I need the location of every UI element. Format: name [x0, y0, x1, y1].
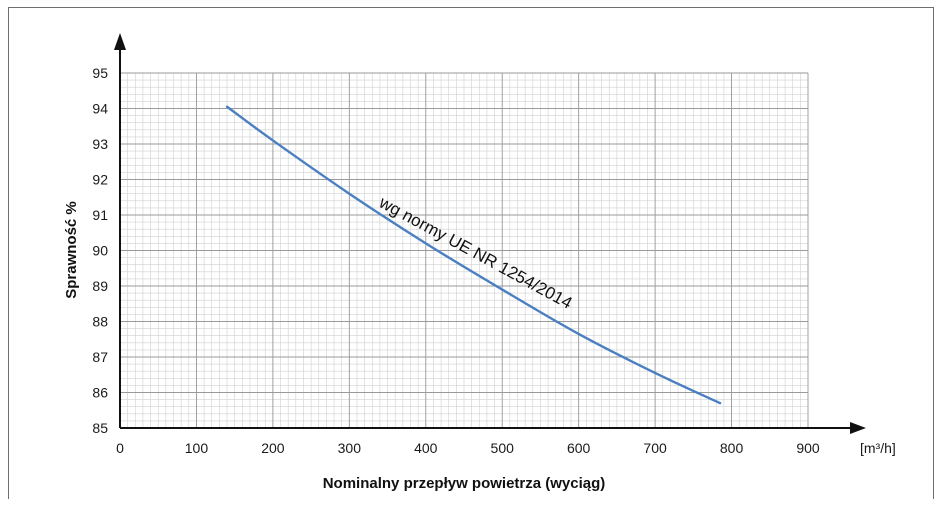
y-tick-label: 93 — [92, 136, 108, 152]
y-tick-label: 94 — [92, 101, 108, 117]
x-tick-label: 200 — [261, 440, 285, 456]
x-tick-label: 700 — [643, 440, 667, 456]
y-tick-label: 89 — [92, 278, 108, 294]
y-tick-label: 90 — [92, 243, 108, 259]
x-tick-labels: 0 100 200 300 400 500 600 700 800 900 — [116, 440, 820, 456]
x-tick-label: 900 — [796, 440, 820, 456]
x-tick-label: 500 — [491, 440, 515, 456]
y-tick-labels: 85 86 87 88 89 90 91 92 93 94 95 — [92, 65, 108, 436]
x-tick-label: 100 — [185, 440, 209, 456]
y-tick-label: 92 — [92, 172, 108, 188]
y-tick-label: 87 — [92, 349, 108, 365]
x-axis-title: Nominalny przepływ powietrza (wyciąg) — [323, 475, 606, 492]
series-layer — [225, 105, 722, 405]
x-unit-label: [m³/h] — [860, 440, 896, 456]
x-tick-label: 0 — [116, 440, 124, 456]
series-annotation: wg normy UE NR 1254/2014 — [375, 192, 575, 312]
efficiency-series-line — [225, 105, 722, 405]
y-tick-label: 85 — [92, 420, 108, 436]
x-tick-label: 600 — [567, 440, 591, 456]
axes — [114, 33, 866, 434]
y-tick-label: 95 — [92, 65, 108, 81]
y-tick-label: 88 — [92, 314, 108, 330]
y-axis-arrow — [114, 33, 126, 50]
y-tick-label: 86 — [92, 385, 108, 401]
x-tick-label: 400 — [414, 440, 438, 456]
y-tick-label: 91 — [92, 207, 108, 223]
x-tick-label: 800 — [720, 440, 744, 456]
y-axis-title: Sprawność % — [63, 201, 80, 299]
x-axis-arrow — [850, 422, 866, 434]
x-tick-label: 300 — [338, 440, 362, 456]
chart-frame — [8, 7, 934, 499]
